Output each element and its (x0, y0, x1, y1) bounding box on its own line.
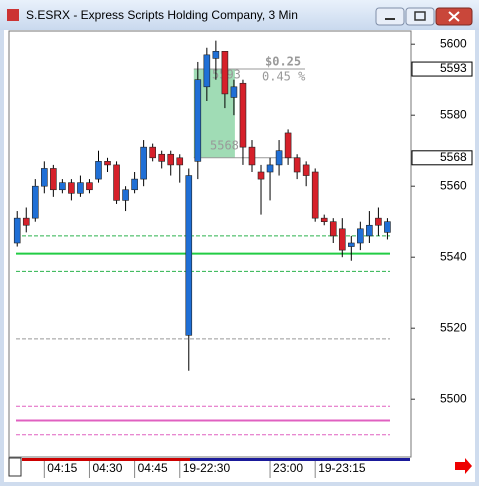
candle-body (357, 228, 364, 244)
x-tick-label: 19-22:30 (183, 461, 231, 475)
candle-body (41, 168, 48, 187)
candle-body (113, 164, 120, 201)
candle-body (194, 79, 202, 162)
price-box-label: 5568 (440, 150, 467, 164)
candle-body (13, 217, 21, 244)
candle-body (293, 157, 301, 173)
y-tick-label: 5560 (440, 178, 467, 192)
y-tick-label: 5520 (440, 320, 467, 334)
candle-body (248, 146, 256, 166)
minimize-button[interactable] (375, 7, 405, 26)
candle-body (348, 242, 355, 247)
candle-body (239, 82, 247, 148)
price-box (411, 61, 473, 77)
x-tick-label: 04:30 (92, 461, 122, 475)
candle-body (158, 153, 165, 162)
candle-body (221, 50, 229, 95)
candle-body (302, 164, 310, 176)
candle-body (149, 146, 156, 159)
scroll-right-arrow[interactable] (455, 458, 472, 474)
candle-body (68, 182, 75, 194)
candle-body (176, 157, 184, 166)
session-bar (22, 458, 190, 461)
candle-body (167, 153, 175, 166)
maximize-icon (414, 11, 426, 21)
candle-body (230, 86, 238, 98)
measure-change: $0.25 (265, 55, 301, 69)
x-tick-label: 04:15 (47, 461, 77, 475)
app-icon (7, 9, 19, 21)
price-box (411, 150, 473, 166)
measure-bottom: 5568 (210, 138, 239, 152)
candle-body (50, 168, 57, 191)
measure-percent: 0.45 % (262, 70, 306, 84)
candle-body (203, 54, 211, 88)
candle-body (366, 224, 373, 237)
candle-body (131, 178, 138, 191)
candle-body (284, 132, 292, 159)
close-icon (448, 11, 460, 22)
session-bar (190, 458, 410, 461)
candle-body (22, 217, 30, 226)
candle-body (257, 171, 265, 180)
y-tick-label: 5540 (440, 249, 467, 263)
candle-body (329, 221, 337, 237)
candle-body (311, 171, 319, 219)
candle-body (31, 185, 39, 219)
maximize-button[interactable] (405, 7, 435, 26)
candle-body (59, 182, 66, 191)
candle-body (140, 146, 147, 180)
scroll-box[interactable] (8, 457, 22, 477)
price-box-label: 5593 (440, 61, 467, 75)
candle-body (375, 217, 382, 226)
candle-body (185, 175, 193, 336)
window-title: S.ESRX - Express Scripts Holding Company… (26, 8, 298, 22)
x-tick-label: 23:00 (273, 461, 303, 475)
candle-body (338, 228, 346, 251)
candle-body (275, 150, 283, 166)
candle-body (104, 161, 111, 166)
y-tick-label: 5600 (440, 36, 467, 50)
candle-body (95, 161, 102, 180)
candle-body (266, 164, 274, 173)
candle-body (212, 50, 220, 59)
candle-body (86, 182, 93, 191)
candle-body (384, 221, 391, 233)
x-tick-label: 04:45 (138, 461, 168, 475)
candle-body (77, 182, 84, 194)
y-tick-label: 5500 (440, 391, 467, 405)
y-tick-label: 5580 (440, 107, 467, 121)
candle-body (122, 189, 129, 201)
candle-body (320, 217, 328, 222)
x-tick-label: 19-23:15 (318, 461, 366, 475)
